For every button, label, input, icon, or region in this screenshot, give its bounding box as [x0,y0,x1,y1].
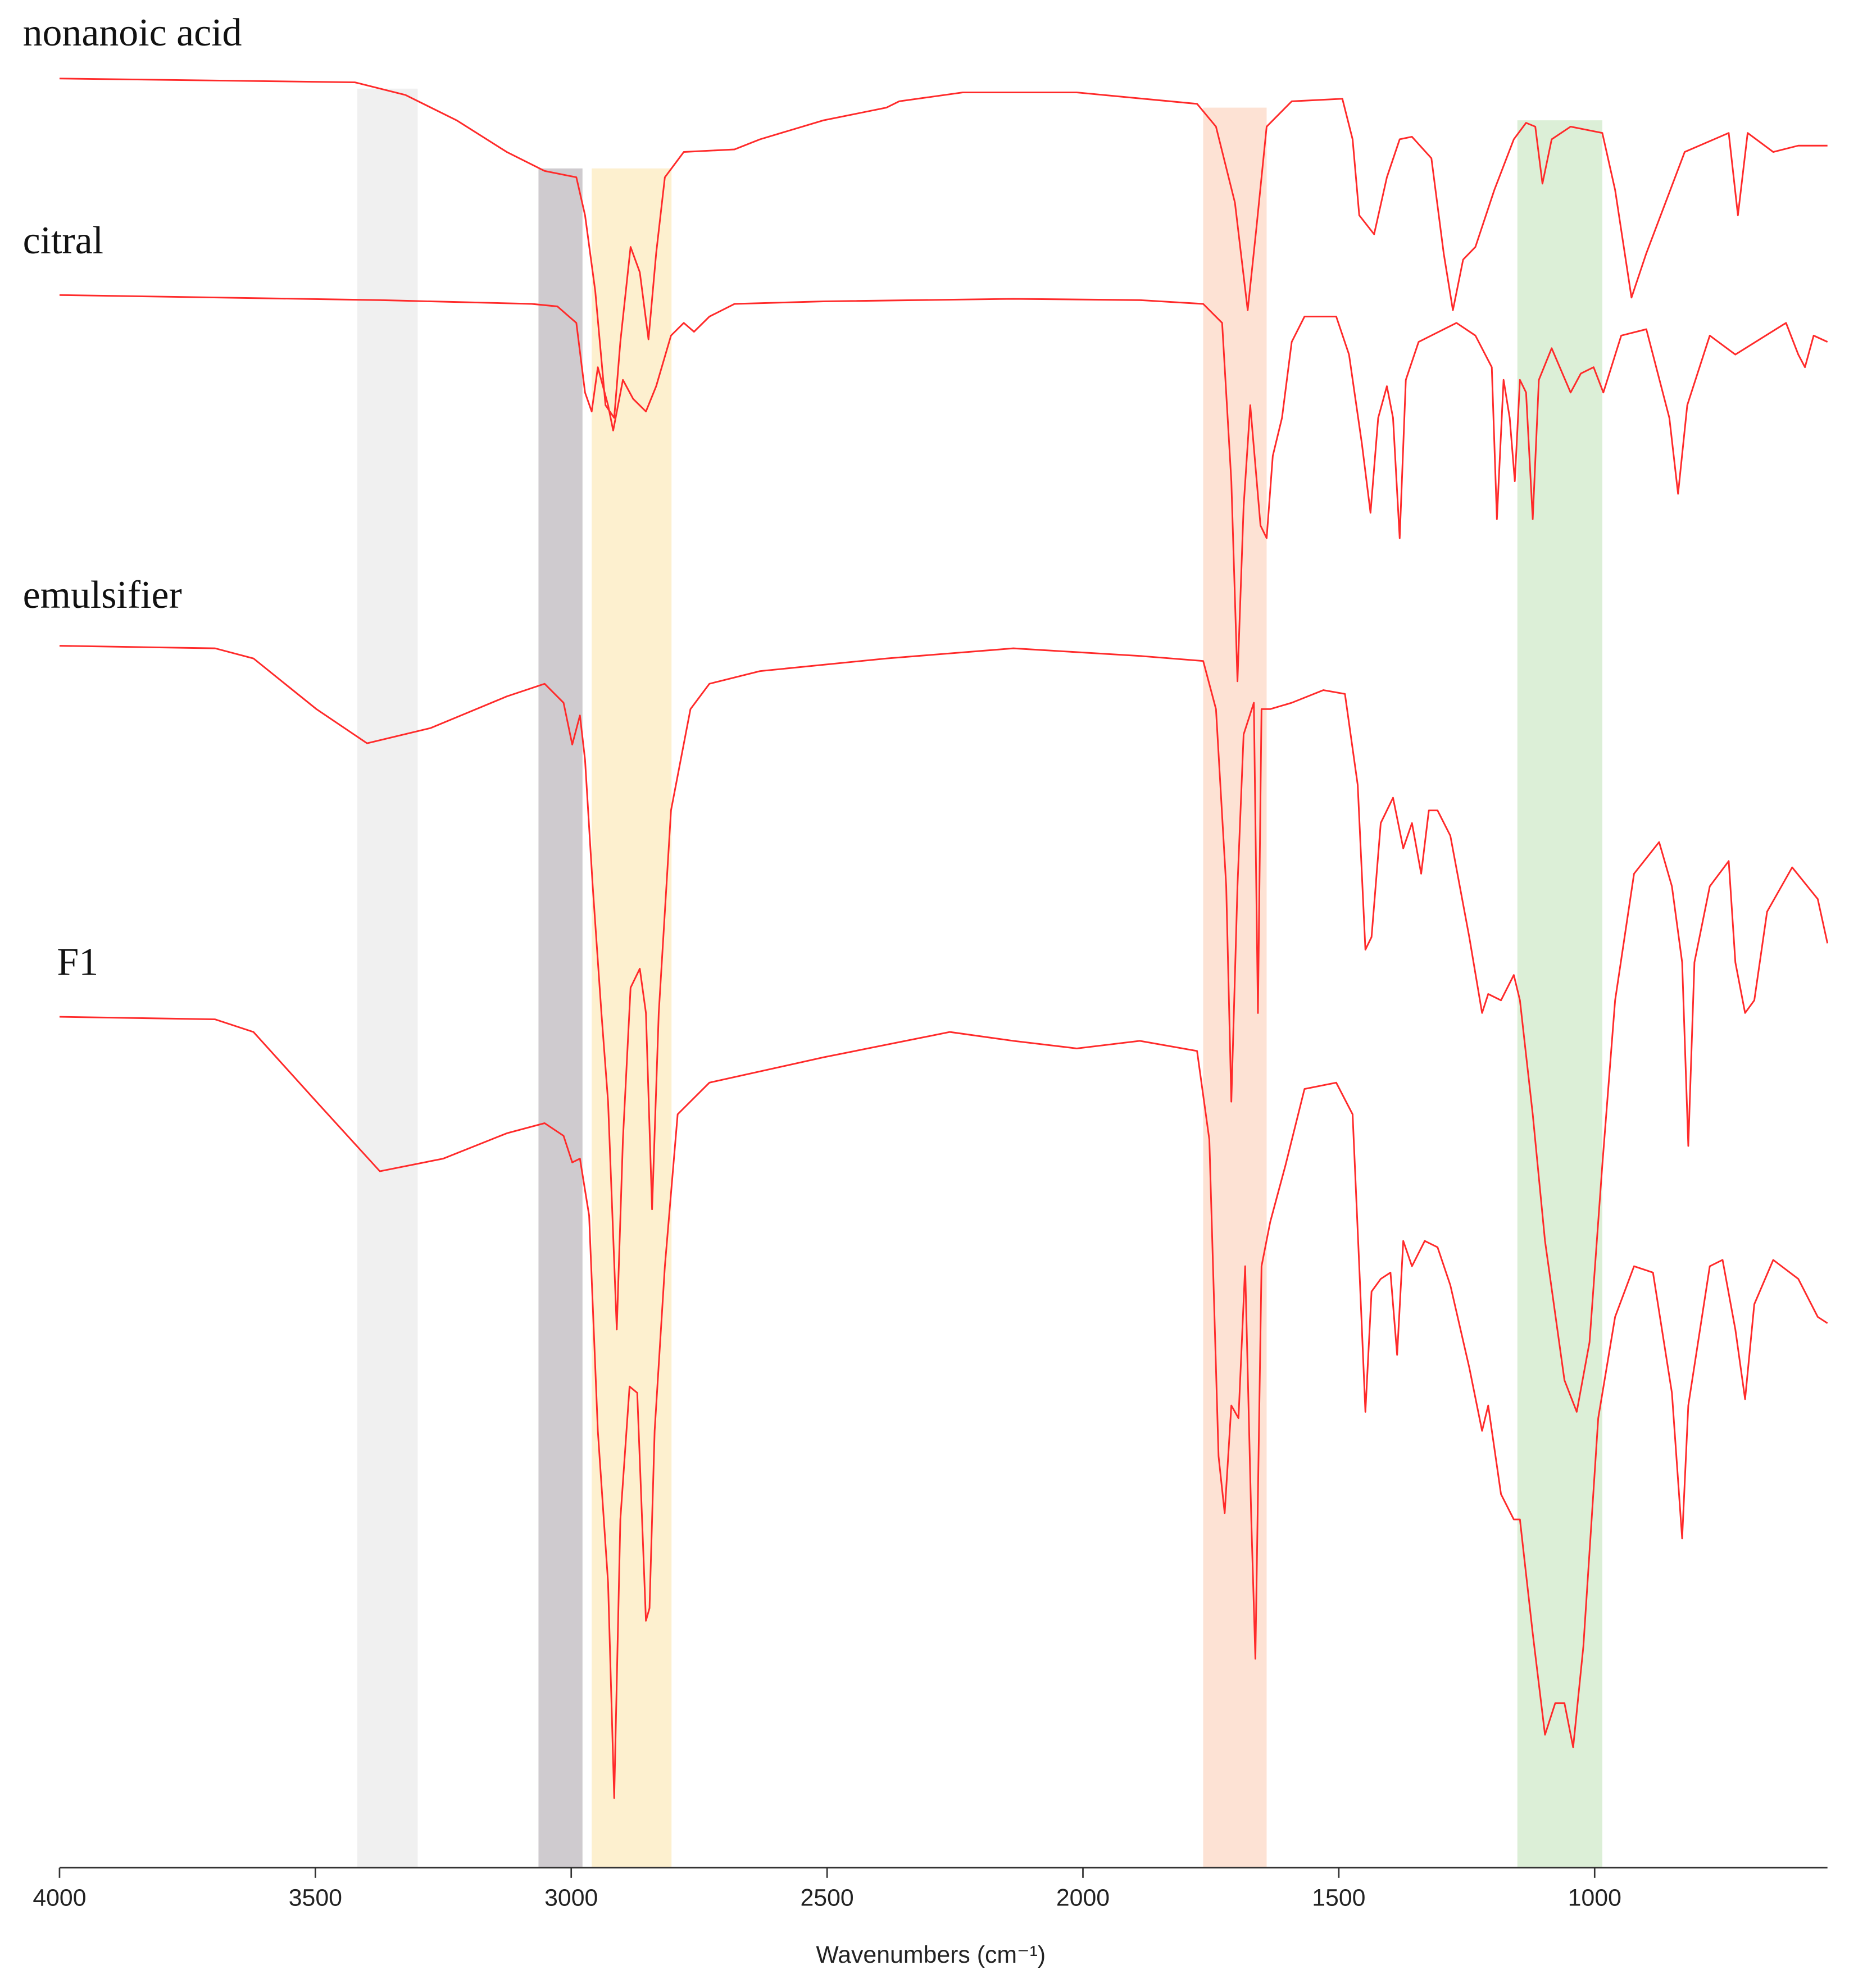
spectrum-line [59,294,1828,683]
band [357,88,418,1868]
band [538,168,583,1868]
band [592,168,672,1868]
spectrum-line [59,1016,1828,1799]
x-tick-label: 3000 [544,1884,598,1911]
series-label: citral [23,219,104,262]
x-tick-label: 3500 [289,1884,342,1911]
line-layer [59,78,1829,1799]
x-axis: 4000 3500 3000 2500 2000 1500 1000 [33,1867,1621,1911]
band-layer [357,88,1602,1868]
series-label: emulsifier [23,574,182,617]
series-label: F1 [57,941,98,984]
x-tick-label: 1500 [1312,1884,1365,1911]
x-tick-label: 4000 [33,1884,86,1911]
spectrum-line [59,645,1829,1413]
x-tick-label: 2500 [800,1884,853,1911]
x-tick-label: 1000 [1568,1884,1621,1911]
x-axis-title: Wavenumbers (cm⁻¹) [816,1941,1046,1968]
spectrum-line [59,78,1828,419]
series-label: nonanoic acid [23,11,242,54]
x-tick-label: 2000 [1056,1884,1110,1911]
